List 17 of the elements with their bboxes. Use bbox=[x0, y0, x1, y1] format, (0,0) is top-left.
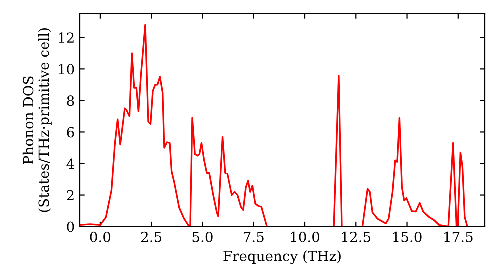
x-tick-label: 5.0 bbox=[192, 232, 213, 242]
y-tick-label: 4 bbox=[66, 158, 74, 170]
x-tick-label: 2.5 bbox=[141, 232, 162, 242]
x-axis-title: Frequency (THz) bbox=[224, 250, 341, 264]
x-tick-label: 15.0 bbox=[394, 232, 422, 242]
y-axis-title: Phonon DOS (States/THz·primitive cell) bbox=[22, 28, 52, 212]
y-tick-label: 6 bbox=[67, 127, 74, 138]
x-tick-label: 12.5 bbox=[342, 232, 371, 242]
y-tick-label: 0 bbox=[67, 222, 74, 232]
y-tick-label: 12 bbox=[59, 32, 74, 43]
y-tick-label: 2 bbox=[67, 190, 74, 201]
x-tick-label: 0.0 bbox=[90, 232, 111, 242]
x-tick-label: 17.5 bbox=[444, 232, 473, 242]
y-tick-label: 10 bbox=[59, 64, 74, 75]
x-tick-label: 10.0 bbox=[291, 232, 320, 242]
y-tick-label: 8 bbox=[67, 96, 74, 106]
x-tick-label: 7.5 bbox=[244, 232, 264, 242]
